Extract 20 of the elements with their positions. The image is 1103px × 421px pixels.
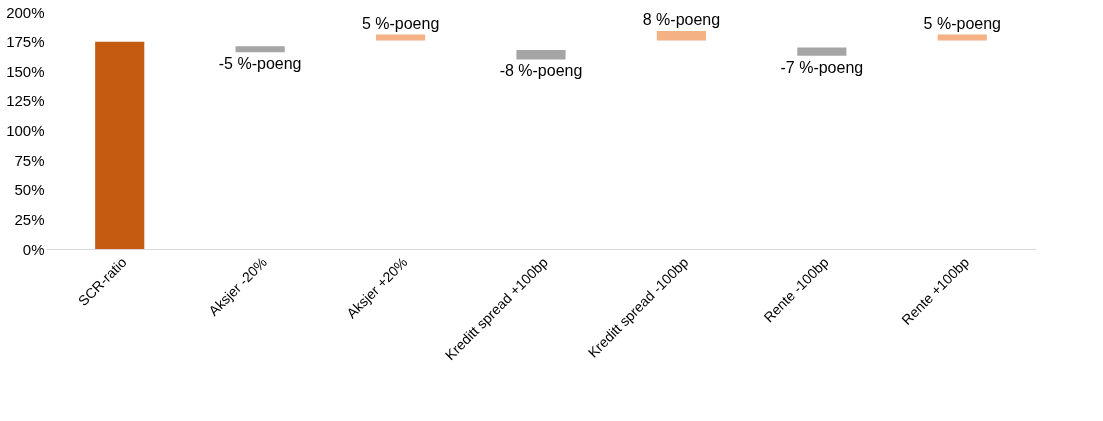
bar: [95, 41, 145, 249]
y-tick-label: 100%: [6, 122, 45, 139]
data-label: 5 %-poeng: [361, 14, 440, 32]
y-tick-label: 175%: [6, 33, 45, 51]
data-label: -5 %-poeng: [218, 55, 302, 73]
y-tick-label: 75%: [14, 151, 45, 169]
bar: [516, 49, 566, 60]
y-tick-label: 200%: [6, 3, 45, 21]
y-tick-label: 50%: [14, 181, 45, 199]
data-label: 8 %-poeng: [642, 10, 721, 28]
data-label: 5 %-poeng: [923, 14, 1001, 32]
bar: [656, 30, 706, 41]
y-tick-label: 150%: [6, 62, 45, 80]
y-tick-label: 125%: [6, 92, 45, 110]
bar: [235, 46, 285, 53]
data-label: -8 %-poeng: [499, 62, 583, 80]
y-tick-label: 25%: [14, 210, 45, 228]
data-label: -7 %-poeng: [780, 58, 864, 76]
y-tick-label: 0%: [22, 240, 45, 258]
bar: [797, 47, 847, 56]
